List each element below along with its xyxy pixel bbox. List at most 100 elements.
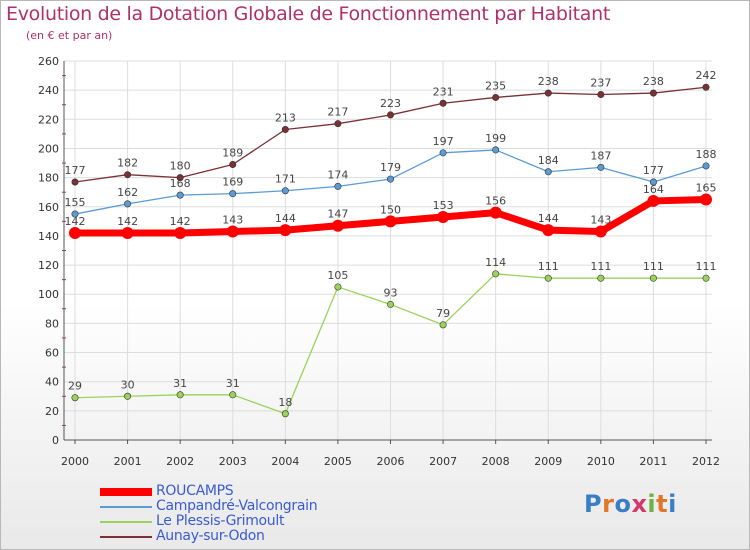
data-point-roucamps	[437, 210, 450, 223]
data-label-aunay-sur-odon: 180	[170, 160, 191, 173]
logo-letter: o	[614, 490, 632, 518]
chart-title: Evolution de la Dotation Globale de Fonc…	[6, 3, 611, 25]
data-label-aunay-sur-odon: 217	[327, 106, 348, 119]
data-point-roucamps	[700, 193, 712, 206]
x-tick-label: 2005	[324, 455, 352, 468]
data-label-aunay-sur-odon: 189	[222, 146, 243, 159]
data-label-roucamps: 153	[433, 199, 454, 212]
x-tick-label: 2000	[61, 455, 89, 468]
legend-swatch	[100, 536, 152, 538]
data-point-roucamps	[594, 225, 607, 238]
y-tick-label: 40	[45, 376, 59, 389]
data-label-aunay-sur-odon: 177	[65, 164, 86, 177]
x-tick-label: 2002	[166, 455, 194, 468]
data-point-roucamps	[331, 219, 344, 232]
data-point-roucamps	[647, 194, 660, 207]
legend-label: Campandré-Valcongrain	[156, 498, 318, 514]
data-point-campandr-valcongrain	[386, 175, 394, 183]
data-label-aunay-sur-odon: 237	[590, 77, 611, 90]
logo-letter: P	[584, 490, 603, 518]
y-tick-label: 20	[45, 405, 59, 418]
data-label-campandr-valcongrain: 168	[170, 177, 191, 190]
data-point-campandr-valcongrain	[334, 182, 342, 190]
data-label-roucamps: 150	[380, 203, 401, 216]
data-point-campandr-valcongrain	[124, 200, 132, 208]
data-label-le-plessis-grimoult: 29	[68, 380, 82, 393]
data-point-le-plessis-grimoult	[649, 274, 657, 282]
data-label-roucamps: 142	[170, 215, 191, 228]
data-label-campandr-valcongrain: 188	[696, 148, 717, 161]
data-label-aunay-sur-odon: 238	[643, 75, 664, 88]
data-label-le-plessis-grimoult: 79	[436, 307, 450, 320]
data-label-roucamps: 165	[696, 181, 717, 194]
x-tick-label: 2003	[219, 455, 247, 468]
data-label-le-plessis-grimoult: 31	[226, 377, 240, 390]
data-label-campandr-valcongrain: 179	[380, 161, 401, 174]
data-point-campandr-valcongrain	[281, 187, 289, 195]
data-point-aunay-sur-odon	[492, 93, 500, 101]
data-point-campandr-valcongrain	[71, 210, 79, 218]
x-tick-label: 2009	[534, 455, 562, 468]
data-label-aunay-sur-odon: 231	[433, 85, 454, 98]
logo-letter: i	[668, 490, 677, 518]
data-label-aunay-sur-odon: 235	[485, 79, 506, 92]
logo-letter: x	[631, 490, 648, 518]
data-label-campandr-valcongrain: 174	[327, 168, 348, 181]
chart-subtitle: (en € et par an)	[26, 29, 113, 42]
data-point-campandr-valcongrain	[492, 146, 500, 154]
data-label-le-plessis-grimoult: 31	[173, 377, 187, 390]
data-point-le-plessis-grimoult	[229, 391, 237, 399]
data-label-campandr-valcongrain: 155	[65, 196, 86, 209]
logo-letter: i	[647, 490, 657, 518]
x-tick-label: 2001	[114, 455, 142, 468]
data-label-roucamps: 143	[590, 214, 611, 227]
y-tick-label: 60	[45, 347, 59, 360]
data-label-roucamps: 164	[643, 183, 664, 196]
data-point-aunay-sur-odon	[334, 120, 342, 128]
data-label-campandr-valcongrain: 187	[590, 149, 611, 162]
proxiti-logo: Proxiti	[584, 490, 677, 518]
data-label-le-plessis-grimoult: 114	[485, 256, 506, 269]
legend-label: ROUCAMPS	[156, 483, 234, 499]
legend-label: Le Plessis-Grimoult	[156, 513, 285, 529]
data-point-campandr-valcongrain	[649, 178, 657, 186]
data-label-roucamps: 144	[275, 212, 296, 225]
data-point-campandr-valcongrain	[176, 191, 184, 199]
data-label-le-plessis-grimoult: 111	[590, 260, 611, 273]
data-point-aunay-sur-odon	[229, 160, 237, 168]
y-tick-label: 260	[38, 55, 59, 68]
data-point-aunay-sur-odon	[386, 111, 394, 119]
x-tick-label: 2004	[271, 455, 299, 468]
data-label-aunay-sur-odon: 182	[117, 157, 138, 170]
data-label-roucamps: 142	[117, 215, 138, 228]
x-tick-label: 2006	[377, 455, 405, 468]
data-label-campandr-valcongrain: 162	[117, 186, 138, 199]
x-tick-label: 2008	[482, 455, 510, 468]
data-point-roucamps	[489, 206, 502, 219]
data-point-roucamps	[542, 224, 555, 237]
data-point-le-plessis-grimoult	[334, 283, 342, 291]
data-label-campandr-valcongrain: 169	[222, 176, 243, 189]
x-tick-label: 2010	[587, 455, 615, 468]
data-label-le-plessis-grimoult: 93	[384, 286, 398, 299]
data-point-campandr-valcongrain	[439, 149, 447, 157]
y-tick-label: 80	[45, 317, 59, 330]
x-tick-label: 2012	[692, 455, 720, 468]
y-tick-label: 100	[38, 288, 59, 301]
data-point-roucamps	[226, 225, 239, 238]
data-label-roucamps: 142	[65, 215, 86, 228]
y-tick-label: 180	[38, 172, 59, 185]
data-point-le-plessis-grimoult	[492, 270, 500, 278]
data-label-campandr-valcongrain: 197	[433, 135, 454, 148]
data-point-le-plessis-grimoult	[386, 300, 394, 308]
data-point-campandr-valcongrain	[544, 168, 552, 176]
data-label-roucamps: 144	[538, 212, 559, 225]
data-point-le-plessis-grimoult	[597, 274, 605, 282]
data-label-le-plessis-grimoult: 105	[327, 269, 348, 282]
data-label-le-plessis-grimoult: 111	[538, 260, 559, 273]
data-label-roucamps: 143	[222, 214, 243, 227]
data-point-roucamps	[69, 227, 81, 240]
data-label-aunay-sur-odon: 242	[696, 69, 717, 82]
